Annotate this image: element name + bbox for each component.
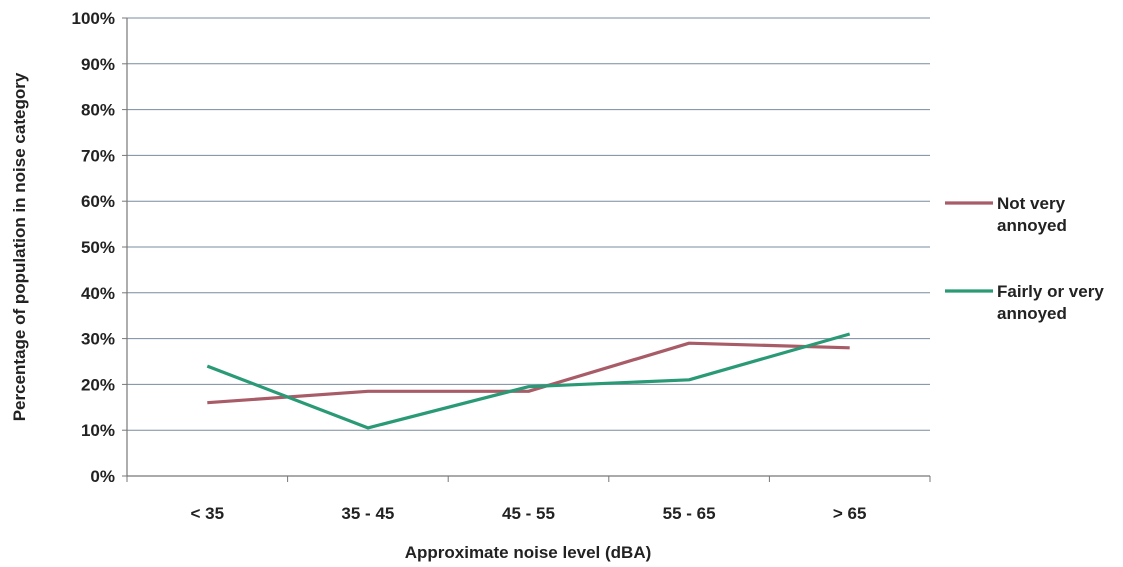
legend-label-1: annoyed — [997, 216, 1067, 235]
y-tick-label: 60% — [81, 192, 115, 211]
y-tick-label: 80% — [81, 101, 115, 120]
y-tick-label: 100% — [72, 9, 115, 28]
x-tick-labels: < 35 35 - 45 45 - 55 55 - 65 > 65 — [126, 476, 931, 523]
y-axis-title: Percentage of population in noise catego… — [10, 72, 29, 421]
y-tick-label: 70% — [81, 146, 115, 165]
x-tick-label: > 65 — [833, 504, 867, 523]
x-tick-label: < 35 — [191, 504, 225, 523]
legend: Not very annoyed Fairly or very annoyed — [945, 194, 1104, 323]
x-tick-label: 35 - 45 — [341, 504, 394, 523]
y-tick-label: 30% — [81, 330, 115, 349]
y-tick-label: 90% — [81, 55, 115, 74]
legend-label-1: Not very — [997, 194, 1066, 213]
series-line-2 — [206, 332, 851, 430]
x-axis-title: Approximate noise level (dBA) — [405, 543, 652, 562]
y-tick-label: 40% — [81, 284, 115, 303]
gridlines — [122, 17, 930, 477]
y-tick-label: 10% — [81, 421, 115, 440]
y-tick-labels: 0% 10% 20% 30% 40% 50% 60% 70% 80% 90% 100% — [72, 9, 115, 486]
x-tick-label: 45 - 55 — [502, 504, 555, 523]
series-line-1 — [207, 341, 850, 405]
y-tick-label: 20% — [81, 375, 115, 394]
legend-label-2: Fairly or very — [997, 282, 1104, 301]
legend-label-2: annoyed — [997, 304, 1067, 323]
x-tick-label: 55 - 65 — [663, 504, 716, 523]
series-lines — [206, 332, 851, 430]
axes — [126, 18, 930, 477]
y-tick-label: 50% — [81, 238, 115, 257]
y-tick-label: 0% — [90, 467, 115, 486]
